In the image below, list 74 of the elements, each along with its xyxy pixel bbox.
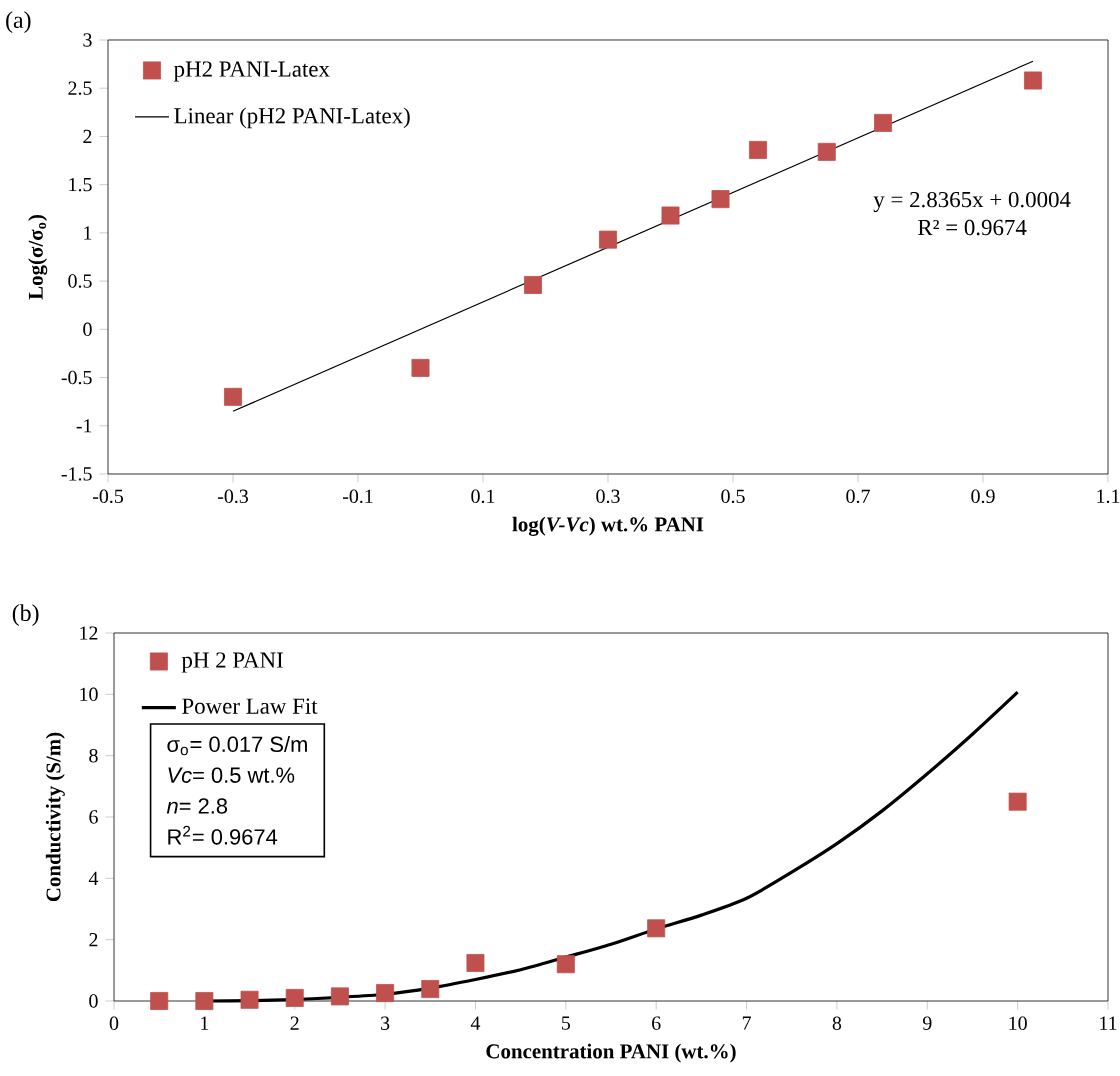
annotation: σ$_{o}$= 0.017 S/m	[167, 735, 307, 756]
x-tick-label: 6	[652, 1016, 661, 1030]
x-tick-label: 1.1	[1097, 489, 1120, 503]
point	[647, 919, 666, 938]
annotation: R$^{2}$= 0.9674	[168, 825, 278, 845]
y-tick-label: 6	[89, 810, 98, 824]
annotation: n= 2.8	[166, 798, 228, 814]
y-tick-label: 8	[89, 748, 98, 763]
x-tick-label: -0.1	[342, 489, 373, 504]
point	[874, 113, 892, 132]
annotation: Vc= 0.5 wt.%	[168, 767, 295, 783]
x-tick-label: 0.1	[471, 489, 495, 504]
annotation: R² = 0.9674	[918, 219, 1027, 236]
y-tick-label: 0	[83, 322, 92, 337]
y-tick-label: 0	[89, 994, 98, 1008]
x-tick-label: 4	[470, 1016, 481, 1030]
point	[556, 955, 575, 974]
x-tick-label: 11	[1100, 1016, 1117, 1030]
point	[376, 984, 395, 1002]
x-tick-label: -0.3	[217, 489, 248, 504]
x-tick-label: 1	[201, 1016, 209, 1030]
point	[817, 142, 836, 161]
point	[240, 990, 259, 1009]
y-tick-label: 1.5	[69, 177, 92, 192]
x-tick-label: 7	[742, 1016, 751, 1030]
y-tick-label: -0.5	[61, 370, 92, 385]
point	[224, 387, 242, 406]
x-tick-label: 0.5	[721, 489, 745, 504]
x-axis-title: Concentration PANI (wt.%)	[486, 1043, 736, 1063]
y-axis-title: Conductivity (S/m)	[45, 732, 65, 902]
y-axis-title: Log(σ/σ$_{o}$)	[28, 215, 48, 300]
x-tick-label: 0.3	[596, 489, 620, 504]
x-tick-label: 0	[109, 1016, 119, 1030]
point	[466, 954, 485, 972]
x-tick-label: 10	[1009, 1016, 1027, 1030]
x-tick-label: 3	[381, 1016, 390, 1030]
chart-title: (a)	[6, 11, 31, 33]
x-tick-label: 5	[562, 1016, 571, 1030]
y-tick-label: 4	[88, 871, 99, 885]
y-tick-label: 0.5	[68, 274, 92, 288]
legend-label: pH2 PANI-Latex	[173, 61, 330, 82]
point	[411, 358, 430, 377]
x-tick-label: 9	[922, 1016, 932, 1030]
y-tick-label: 1	[84, 226, 92, 240]
y-tick-label: 2.5	[68, 81, 92, 95]
point	[330, 987, 349, 1006]
legend-label: Linear (pH2 PANI-Latex)	[174, 107, 410, 129]
y-tick-label: 2	[83, 129, 92, 144]
x-tick-label: 8	[832, 1016, 842, 1030]
point	[1024, 71, 1042, 90]
point	[711, 190, 730, 209]
chart-title: (b)	[12, 604, 39, 626]
x-tick-label: 0.9	[971, 489, 995, 504]
x-tick-label: 0.7	[846, 489, 870, 504]
point	[524, 275, 542, 294]
x-tick-label: 2	[290, 1016, 299, 1030]
y-tick-label: -1.5	[61, 467, 92, 481]
point	[599, 230, 617, 249]
point	[150, 992, 169, 1010]
legend-label: Power Law Fit	[182, 698, 318, 714]
point	[195, 992, 214, 1010]
x-axis-title: log(V-Vc) wt.% PANI	[512, 516, 704, 536]
point	[421, 980, 440, 999]
annotation: y = 2.8365x + 0.0004	[873, 191, 1071, 213]
point	[661, 206, 680, 225]
y-tick-label: 12	[80, 626, 98, 640]
y-tick-label: -1	[76, 419, 92, 433]
y-tick-label: 3	[83, 33, 92, 47]
y-tick-label: 2	[89, 933, 98, 947]
y-tick-label: 10	[80, 687, 98, 702]
point	[749, 140, 767, 159]
point	[1008, 792, 1027, 811]
legend-label: pH 2 PANI	[181, 652, 283, 673]
point	[285, 988, 304, 1007]
